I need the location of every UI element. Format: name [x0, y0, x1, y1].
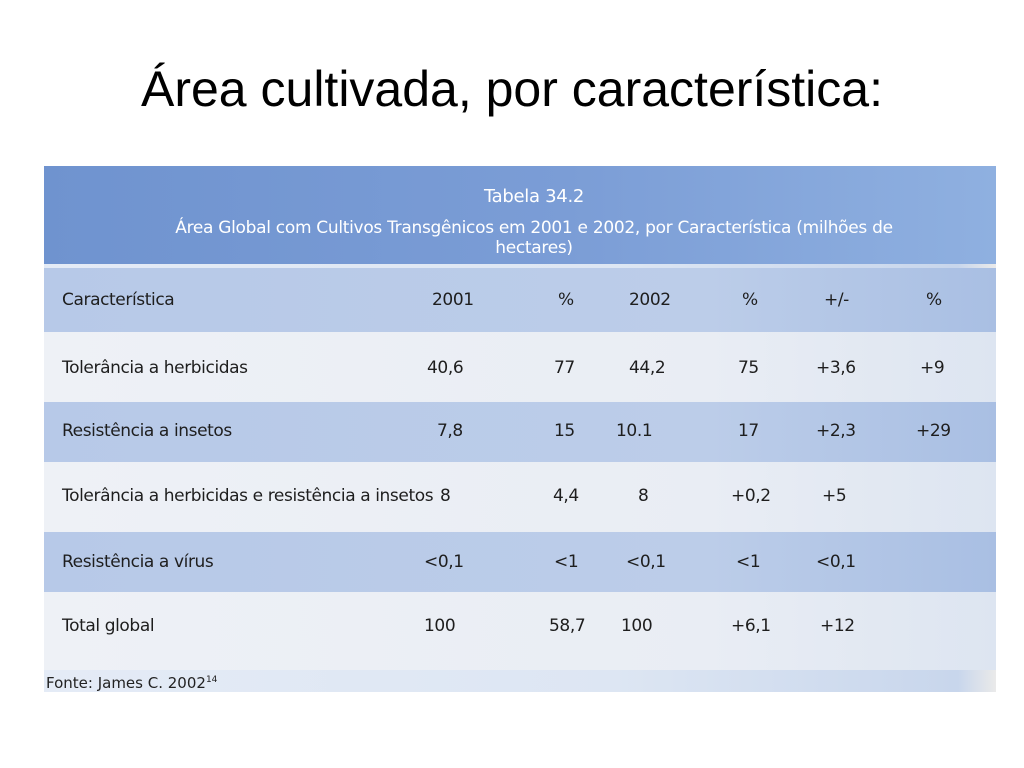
table-caption-title: Área Global com Cultivos Transgênicos em…	[175, 218, 893, 258]
row-value-2002: 8	[638, 486, 649, 506]
table-caption-number: Tabela 34.2	[483, 186, 585, 207]
row-value-2001: 100	[424, 616, 456, 636]
row-label: Resistência a vírus	[62, 552, 214, 572]
row-percent-2002: <1	[736, 552, 761, 572]
row-percent-2001: 4,4	[553, 486, 579, 506]
row-percent-2001: <1	[554, 552, 579, 572]
row-change: +2,3	[816, 421, 856, 441]
row-value-2002: <0,1	[626, 552, 666, 572]
row-percent-2001: 58,7	[549, 616, 586, 636]
row-label: Tolerância a herbicidas	[62, 358, 248, 378]
row-change: <0,1	[816, 552, 856, 572]
row-percent-2001: 15	[554, 421, 575, 441]
row-change: +5	[822, 486, 847, 506]
header-percent-change: %	[926, 290, 942, 310]
row-percent-2002: +6,1	[731, 616, 771, 636]
header-change: +/-	[824, 290, 849, 310]
row-percent-change: +9	[920, 358, 945, 378]
row-label: Tolerância a herbicidas e resistência a …	[62, 486, 434, 506]
row-percent-2002: 75	[738, 358, 759, 378]
row-percent-change: +29	[916, 421, 951, 441]
table-source-ref: 14	[205, 675, 218, 685]
table-caption-band: Tabela 34.2 Área Global com Cultivos Tra…	[44, 166, 996, 264]
row-value-2001: 8	[440, 486, 451, 506]
row-value-2002: 10.1	[616, 421, 653, 441]
table-row: Total global 100 58,7 100 +6,1 +12	[44, 592, 996, 670]
slide-title: Área cultivada, por característica:	[141, 61, 883, 117]
table-header-row: Característica 2001 % 2002 % +/- %	[44, 268, 996, 332]
row-percent-2001: 77	[554, 358, 575, 378]
row-value-2002: 100	[621, 616, 653, 636]
scanned-table: Tabela 34.2 Área Global com Cultivos Tra…	[44, 166, 996, 692]
header-2001: 2001	[432, 290, 474, 310]
header-percent-2002: %	[742, 290, 758, 310]
header-characteristic: Característica	[62, 290, 175, 310]
row-percent-2002: +0,2	[731, 486, 771, 506]
header-2002: 2002	[629, 290, 671, 310]
table-row: Resistência a vírus <0,1 <1 <0,1 <1 <0,1	[44, 532, 996, 592]
table-row: Tolerância a herbicidas e resistência a …	[44, 462, 996, 532]
row-label: Total global	[62, 616, 155, 636]
row-change: +12	[820, 616, 855, 636]
row-change: +3,6	[816, 358, 856, 378]
row-value-2001: <0,1	[424, 552, 464, 572]
table-source: Fonte: James C. 200214	[46, 674, 217, 692]
table-row: Tolerância a herbicidas 40,6 77 44,2 75 …	[44, 332, 996, 402]
row-percent-2002: 17	[738, 421, 759, 441]
row-value-2001: 7,8	[437, 421, 463, 441]
row-label: Resistência a insetos	[62, 421, 232, 441]
table-row: Resistência a insetos 7,8 15 10.1 17 +2,…	[44, 402, 996, 462]
table-source-text: Fonte: James C. 2002	[46, 674, 206, 692]
header-percent-2001: %	[558, 290, 574, 310]
row-value-2001: 40,6	[427, 358, 464, 378]
row-value-2002: 44,2	[629, 358, 666, 378]
